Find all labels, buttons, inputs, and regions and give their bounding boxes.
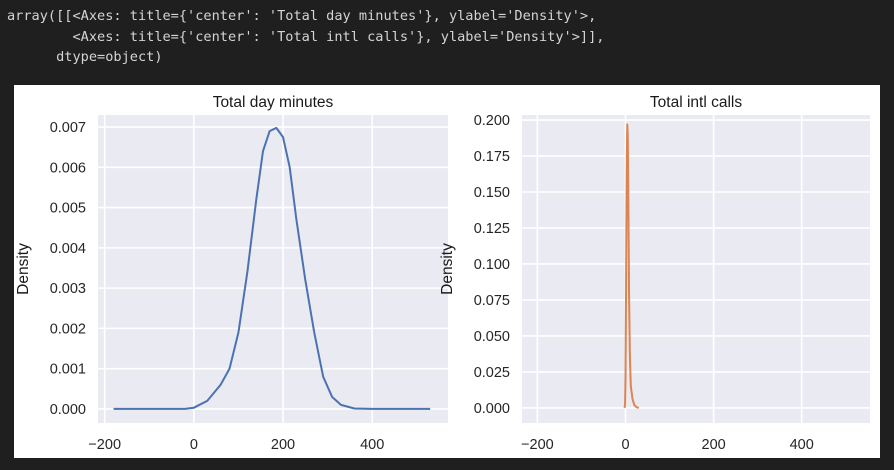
- y-axis-label: Density: [15, 243, 32, 295]
- y-tick-label: 0.002: [50, 321, 86, 337]
- y-tick-label: 0.000: [50, 402, 86, 418]
- subplot-total-intl-calls: −200 0 200 400 0.000 0.025 0.050 0.075 0.100 0.12…: [439, 94, 870, 453]
- subplot-title: Total day minutes: [213, 94, 334, 111]
- x-tick-label: 400: [360, 437, 384, 453]
- output-line: <Axes: title={'center': 'Total intl call…: [7, 28, 605, 45]
- y-tick-label: 0.025: [474, 365, 510, 381]
- y-tick-label: 0.003: [50, 281, 86, 297]
- density-line: [623, 123, 640, 409]
- y-tick-label: 0.000: [474, 401, 510, 417]
- plot-area: [98, 115, 448, 423]
- grid-lines: [98, 115, 448, 423]
- x-tick-label: 0: [621, 437, 629, 453]
- x-tick-label: 200: [702, 437, 726, 453]
- y-tick-label: 0.050: [474, 329, 510, 345]
- y-tick-label: 0.004: [50, 241, 86, 257]
- x-tick-label: −200: [88, 437, 121, 453]
- cell-output-text: array([[<Axes: title={'center': 'Total d…: [7, 6, 604, 68]
- output-line: array([[<Axes: title={'center': 'Total d…: [7, 8, 597, 24]
- density-line: [113, 126, 431, 410]
- y-tick-label: 0.100: [474, 257, 510, 273]
- x-tick-label: 400: [790, 437, 814, 453]
- output-line: dtype=object): [7, 49, 163, 65]
- y-tick-label: 0.175: [474, 149, 510, 165]
- y-tick-label: 0.200: [474, 113, 510, 129]
- subplot-total-day-minutes: −200 0 200 400 0.000 0.001 0.002 0.003 0.004 0.00…: [15, 94, 448, 453]
- y-tick-label: 0.075: [474, 293, 510, 309]
- y-tick-label: 0.125: [474, 221, 510, 237]
- y-tick-label: 0.007: [50, 120, 86, 136]
- y-tick-label: 0.005: [50, 201, 86, 217]
- x-tick-label: −200: [521, 437, 554, 453]
- subplot-title: Total intl calls: [650, 94, 742, 111]
- grid-lines: [522, 115, 870, 423]
- figure-canvas: −200 0 200 400 0.000 0.001 0.002 0.003 0.004 0.00…: [14, 85, 880, 458]
- x-tick-label: 0: [190, 437, 198, 453]
- plot-area: [522, 115, 870, 423]
- y-tick-label: 0.001: [50, 362, 86, 378]
- figure-svg: −200 0 200 400 0.000 0.001 0.002 0.003 0.004 0.00…: [15, 94, 870, 453]
- y-axis-label: Density: [439, 243, 456, 295]
- x-tick-label: 200: [271, 437, 295, 453]
- y-tick-label: 0.006: [50, 160, 86, 176]
- y-tick-label: 0.150: [474, 185, 510, 201]
